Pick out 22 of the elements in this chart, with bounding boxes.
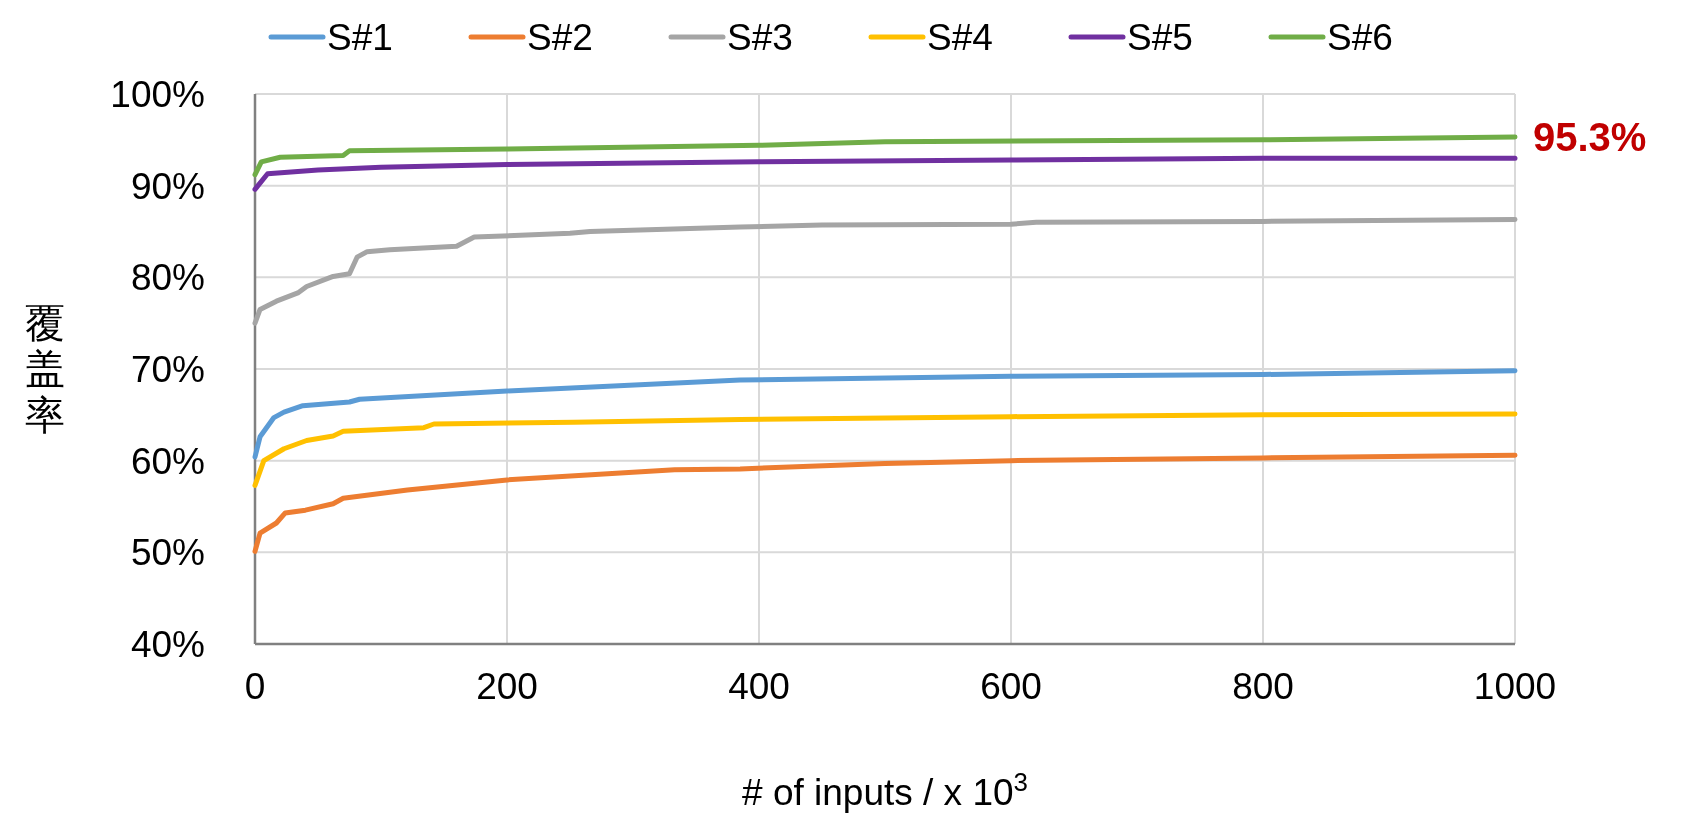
- legend-label: S#5: [1127, 17, 1193, 58]
- legend-label: S#4: [927, 17, 993, 58]
- y-tick-label: 40%: [130, 624, 205, 665]
- y-tick-label: 70%: [130, 349, 205, 390]
- x-tick-label: 600: [980, 666, 1042, 707]
- x-tick-label: 1000: [1473, 666, 1557, 707]
- legend-label: S#3: [727, 17, 793, 58]
- legend-label: S#6: [1327, 17, 1393, 58]
- y-axis-title: 覆盖率: [25, 301, 65, 438]
- x-tick-label: 0: [244, 666, 266, 707]
- y-tick-label: 50%: [130, 532, 205, 574]
- y-tick-label: 60%: [130, 440, 205, 482]
- annotation: 95.3%: [1533, 115, 1647, 160]
- y-tick-label: 80%: [130, 257, 205, 299]
- legend-label: S#1: [327, 17, 393, 58]
- x-tick-label: 800: [1232, 666, 1294, 707]
- x-tick-label: 200: [476, 666, 538, 707]
- y-tick-label: 90%: [130, 165, 205, 207]
- y-tick-label: 100%: [110, 74, 205, 115]
- x-tick-label: 400: [728, 666, 790, 707]
- legend-label: S#2: [527, 17, 593, 58]
- x-axis-title: # of inputs / x 10$^{3}$: [742, 768, 1028, 813]
